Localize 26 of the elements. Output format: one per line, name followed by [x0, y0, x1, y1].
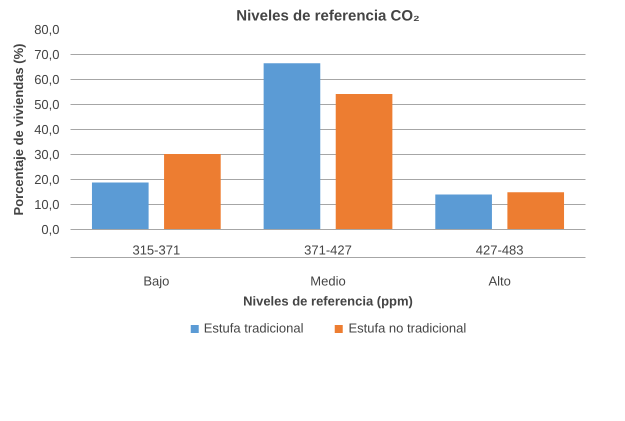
bar: [507, 192, 564, 230]
bar: [264, 63, 320, 230]
legend-label: Estufa tradicional: [204, 320, 304, 336]
text: Alto: [488, 274, 511, 288]
y-tick-label: 30,0: [34, 147, 60, 162]
x-tick-label: 315-371: [132, 242, 180, 258]
legend-label: Estufa no tradicional: [348, 320, 466, 336]
bar: [164, 154, 221, 230]
x-axis-title: Niveles de referencia (ppm): [243, 294, 413, 308]
text: Medio: [310, 274, 346, 288]
y-axis-title: Porcentaje de viviendas (%): [11, 44, 26, 216]
y-tick-label: 40,0: [34, 122, 60, 137]
bar: [336, 94, 392, 230]
y-tick-label: 50,0: [34, 97, 60, 112]
y-tick-label: 60,0: [34, 72, 60, 87]
chart-title: Niveles de referencia CO₂: [236, 8, 420, 24]
y-tick-label: 20,0: [34, 172, 60, 187]
y-tick-label: 70,0: [34, 47, 60, 62]
text: Bajo: [143, 274, 170, 288]
x-tick-label: 371-427: [304, 242, 352, 258]
y-tick-label: 80,0: [34, 22, 60, 37]
x-tick-label: 427-483: [476, 242, 524, 258]
y-tick-label: 10,0: [34, 197, 60, 212]
bar: [435, 194, 492, 230]
bar: [92, 182, 149, 230]
y-tick-label: 0,0: [41, 222, 60, 237]
